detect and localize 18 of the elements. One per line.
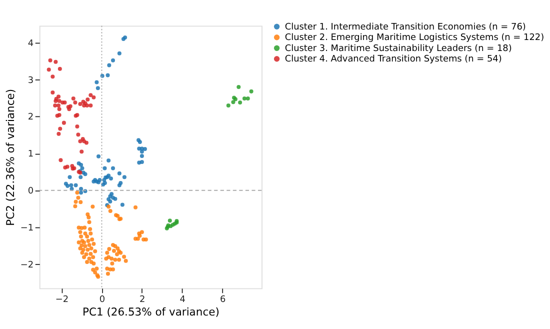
y-tick-label: −1 [20,223,34,234]
legend-label: Cluster 3. Maritime Sustainability Leaders (n = 18) [284,44,512,54]
y-tick-label: 4 [28,38,34,49]
x-tick-label: −2 [55,295,69,306]
x-tick-label: 4 [180,295,186,306]
y-tick-label: 2 [28,112,34,123]
y-tick-label: 0 [28,186,34,196]
legend-label: Cluster 2. Emerging Maritime Logistics Systems (n = 122) [284,33,544,44]
legend-label: Cluster 1. Intermediate Transition Economies (n = 76) [284,22,526,32]
y-tick-label: −2 [20,260,34,270]
x-tick-label: 0 [99,295,106,306]
x-tick-label: 6 [220,295,226,306]
x-axis-title: PC1 (26.53% of variance) [82,306,220,319]
y-axis-title: PC2 (22.36% of variance) [4,88,18,226]
legend-label: Cluster 4. Advanced Transition Systems (n = 54) [284,54,502,65]
x-tick-label: 2 [140,295,146,306]
y-tick-label: 3 [28,76,34,86]
y-tick-label: 1 [28,150,34,160]
